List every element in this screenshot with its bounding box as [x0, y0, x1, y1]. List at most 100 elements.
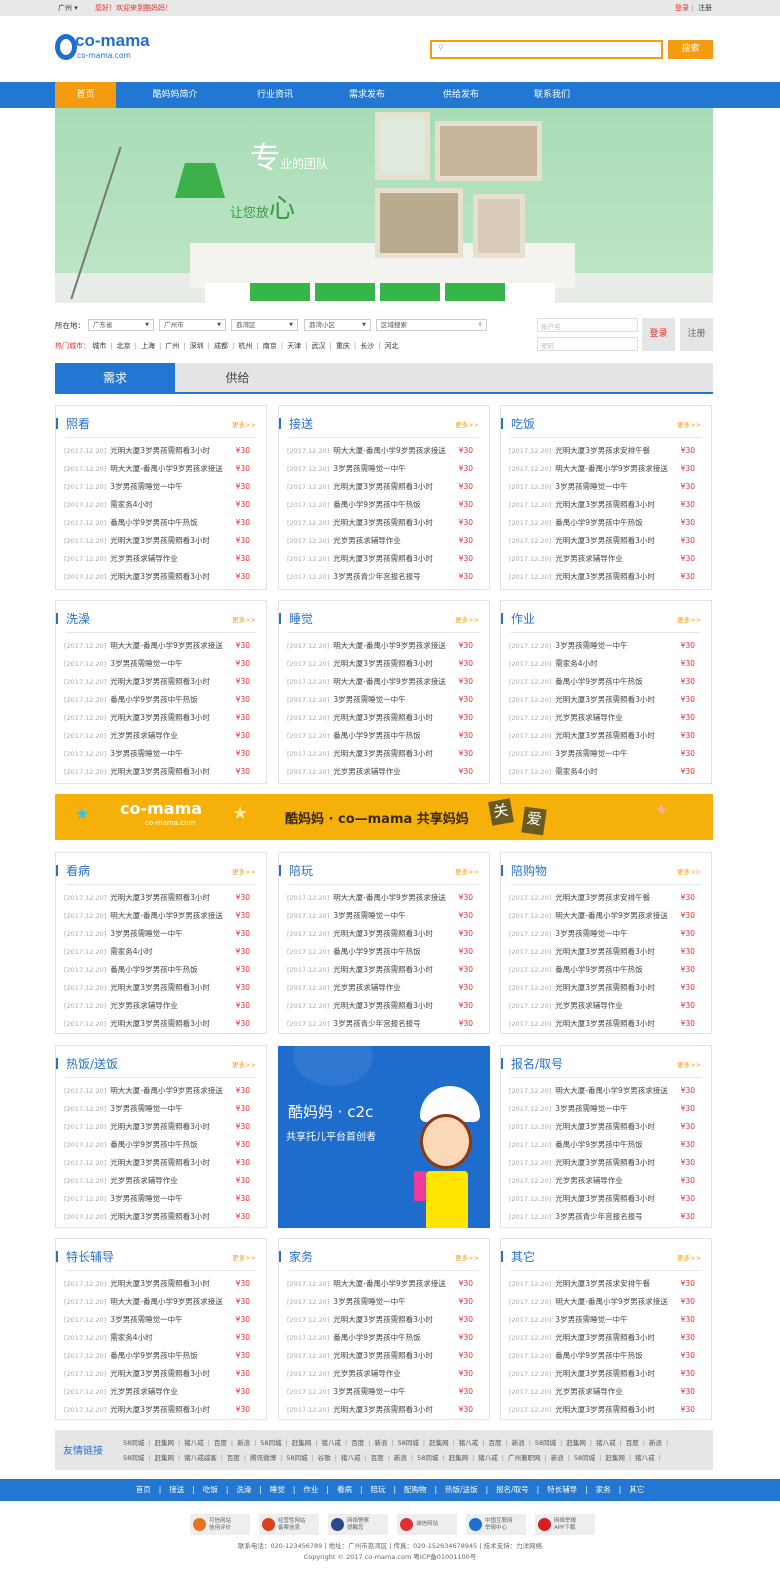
list-item[interactable]: [2017.12.20] 番禺小学9岁男孩中午热饭 ¥30: [509, 1347, 703, 1365]
item-title[interactable]: 3岁男孩需睡觉一中午: [555, 929, 628, 938]
item-title[interactable]: 明大大厦-番禺小学9岁男孩求接送: [333, 1279, 446, 1288]
item-title[interactable]: 光明大厦3岁男孩需照看3小时: [555, 695, 655, 704]
search-icon[interactable]: ⚲: [478, 322, 482, 328]
list-item[interactable]: [2017.12.20] 光明大厦3岁男孩需照看3小时 ¥30: [64, 1365, 258, 1383]
panel-title[interactable]: 作业: [511, 612, 536, 626]
district-select[interactable]: 荔湾区 ▼: [231, 319, 298, 331]
item-title[interactable]: 光明大厦3岁男孩需照看3小时: [555, 983, 655, 992]
nav-demand-publish[interactable]: 需求发布: [348, 90, 385, 100]
item-title[interactable]: 光岁男孩求辅导作业: [110, 1387, 178, 1396]
item-title[interactable]: 光岁男孩求辅导作业: [333, 536, 401, 545]
list-item[interactable]: [2017.12.20] 番禺小学9岁男孩中午热饭 ¥30: [509, 514, 703, 532]
list-item[interactable]: [2017.12.20] 明大大厦-番禺小学9岁男孩求接送 ¥30: [509, 460, 703, 478]
item-title[interactable]: 光明大厦3岁男孩需照看3小时: [110, 1212, 210, 1221]
item-title[interactable]: 明大大厦-番禺小学9岁男孩求接送: [333, 641, 446, 650]
item-title[interactable]: 3岁男孩需睡觉一中午: [555, 1104, 628, 1113]
nav-about[interactable]: 酷妈妈简介: [152, 90, 198, 100]
list-item[interactable]: [2017.12.20] 番禺小学9岁男孩中午热饭 ¥30: [64, 1136, 258, 1154]
list-item[interactable]: [2017.12.20] 番禺小学9岁男孩中午热饭 ¥30: [64, 961, 258, 979]
panel-title[interactable]: 其它: [511, 1250, 536, 1264]
footer-nav-link[interactable]: 作业: [303, 1485, 319, 1494]
item-title[interactable]: 3岁男孩青少年宫报名报号: [333, 1019, 421, 1028]
friend-link[interactable]: 百度: [351, 1439, 365, 1447]
footer-nav-link[interactable]: 报名/取号: [496, 1485, 529, 1494]
panel-title[interactable]: 睡觉: [289, 612, 314, 626]
item-title[interactable]: 光明大厦3岁男孩需照看3小时: [110, 713, 210, 722]
panel-title[interactable]: 特长辅导: [66, 1250, 115, 1264]
friend-link[interactable]: 百度: [370, 1454, 384, 1462]
hot-city-link[interactable]: 成都: [214, 342, 229, 350]
list-item[interactable]: [2017.12.20] 光明大厦3岁男孩需照看3小时 ¥30: [509, 1401, 703, 1419]
list-item[interactable]: [2017.12.20] 3岁男孩需睡觉一中午 ¥30: [64, 655, 258, 673]
list-item[interactable]: [2017.12.20] 3岁男孩需睡觉一中午 ¥30: [287, 1383, 481, 1401]
list-item[interactable]: [2017.12.20] 光明大厦3岁男孩需照看3小时 ¥30: [509, 691, 703, 709]
item-title[interactable]: 3岁男孩需睡觉一中午: [333, 695, 406, 704]
list-item[interactable]: [2017.12.20] 番禺小学9岁男孩中午热饭 ¥30: [509, 1136, 703, 1154]
list-item[interactable]: [2017.12.20] 光明大厦3岁男孩需照看3小时 ¥30: [287, 478, 481, 496]
promo-image[interactable]: 酷妈妈 · c2c 共享托儿平台首创者: [278, 1046, 490, 1228]
item-title[interactable]: 光明大厦3岁男孩需照看3小时: [333, 482, 433, 491]
friend-link[interactable]: 猪八戒: [184, 1439, 204, 1447]
item-title[interactable]: 光明大厦3岁男孩需照看3小时: [110, 1369, 210, 1378]
friend-link[interactable]: 赶集网: [605, 1454, 625, 1462]
list-item[interactable]: [2017.12.20] 3岁男孩需睡觉一中午 ¥30: [64, 1100, 258, 1118]
item-title[interactable]: 光明大厦3岁男孩需照看3小时: [110, 1122, 210, 1131]
cert-badge[interactable]: 可信网站 信用评价: [190, 1514, 250, 1535]
item-title[interactable]: 光明大厦3岁男孩需照看3小时: [555, 947, 655, 956]
area-search-input[interactable]: 区域搜索 ⚲: [376, 319, 487, 331]
list-item[interactable]: [2017.12.20] 光岁男孩求辅导作业 ¥30: [509, 1172, 703, 1190]
more-link[interactable]: 更多>>: [455, 616, 479, 624]
list-item[interactable]: [2017.12.20] 光明大厦3岁男孩需照看3小时 ¥30: [287, 1401, 481, 1419]
item-title[interactable]: 3岁男孩需睡觉一中午: [110, 1194, 183, 1203]
item-title[interactable]: 番禺小学9岁男孩中午热饭: [110, 965, 198, 974]
list-item[interactable]: [2017.12.20] 3岁男孩需睡觉一中午 ¥30: [287, 1293, 481, 1311]
friend-link[interactable]: 赶集网: [154, 1439, 174, 1447]
item-title[interactable]: 光明大厦3岁男孩需照看3小时: [110, 893, 210, 902]
item-title[interactable]: 光岁男孩求辅导作业: [333, 767, 401, 776]
friend-link[interactable]: 新浪: [511, 1439, 525, 1447]
list-item[interactable]: [2017.12.20] 番禺小学9岁男孩中午热饭 ¥30: [509, 673, 703, 691]
more-link[interactable]: 更多>>: [677, 616, 701, 624]
panel-title[interactable]: 吃饭: [511, 417, 536, 431]
item-title[interactable]: 明大大厦-番禺小学9岁男孩求接送: [110, 1086, 223, 1095]
hot-city-link[interactable]: 深圳: [189, 342, 204, 350]
item-title[interactable]: 光明大厦3岁男孩求安排午餐: [555, 893, 651, 902]
list-item[interactable]: [2017.12.20] 光明大厦3岁男孩求安排午餐 ¥30: [509, 889, 703, 907]
list-item[interactable]: [2017.12.20] 光明大厦3岁男孩需照看3小时 ¥30: [64, 1154, 258, 1172]
item-title[interactable]: 光明大厦3岁男孩需照看3小时: [110, 767, 210, 776]
item-title[interactable]: 光明大厦3岁男孩需照看3小时: [555, 1158, 655, 1167]
list-item[interactable]: [2017.12.20] 光明大厦3岁男孩需照看3小时 ¥30: [287, 745, 481, 763]
item-title[interactable]: 光明大厦3岁男孩需照看3小时: [555, 1122, 655, 1131]
item-title[interactable]: 番禺小学9岁男孩中午热饭: [333, 1333, 421, 1342]
list-item[interactable]: [2017.12.20] 番禺小学9岁男孩中午热饭 ¥30: [64, 691, 258, 709]
more-link[interactable]: 更多>>: [455, 868, 479, 876]
item-title[interactable]: 光明大厦3岁男孩需照看3小时: [333, 713, 433, 722]
item-title[interactable]: 光岁男孩求辅导作业: [110, 554, 178, 563]
item-title[interactable]: 明大大厦-番禺小学9岁男孩求接送: [333, 893, 446, 902]
list-item[interactable]: [2017.12.20] 3岁男孩青少年宫报名报号 ¥30: [287, 568, 481, 586]
hot-city-link[interactable]: 广州: [165, 342, 180, 350]
list-item[interactable]: [2017.12.20] 光明大厦3岁男孩需照看3小时 ¥30: [64, 1401, 258, 1419]
footer-nav-link[interactable]: 首页: [135, 1485, 151, 1494]
more-link[interactable]: 更多>>: [232, 868, 256, 876]
item-title[interactable]: 需家务4小时: [110, 947, 153, 956]
item-title[interactable]: 番禺小学9岁男孩中午热饭: [110, 518, 198, 527]
list-item[interactable]: [2017.12.20] 光明大厦3岁男孩需照看3小时 ¥30: [64, 763, 258, 781]
friend-link[interactable]: 新浪: [237, 1439, 251, 1447]
list-item[interactable]: [2017.12.20] 光岁男孩求辅导作业 ¥30: [64, 1383, 258, 1401]
friend-link[interactable]: 猪八戒: [340, 1454, 361, 1462]
nav-supply-publish[interactable]: 供给发布: [442, 90, 479, 100]
list-item[interactable]: [2017.12.20] 需家务4小时 ¥30: [64, 496, 258, 514]
panel-title[interactable]: 接送: [289, 417, 314, 431]
item-title[interactable]: 明大大厦-番禺小学9岁男孩求接送: [555, 1297, 668, 1306]
tab-demand[interactable]: 需求: [55, 363, 175, 394]
list-item[interactable]: [2017.12.20] 光明大厦3岁男孩需照看3小时 ¥30: [287, 925, 481, 943]
community-select[interactable]: 荔湾小区 ▼: [304, 319, 371, 331]
friend-link[interactable]: 猪八戒: [596, 1439, 616, 1447]
friend-link[interactable]: 58同城: [534, 1439, 557, 1447]
item-title[interactable]: 明大大厦-番禺小学9岁男孩求接送: [333, 677, 446, 686]
item-title[interactable]: 光明大厦3岁男孩需照看3小时: [110, 1405, 210, 1414]
list-item[interactable]: [2017.12.20] 3岁男孩需睡觉一中午 ¥30: [64, 478, 258, 496]
item-title[interactable]: 光明大厦3岁男孩需照看3小时: [110, 1019, 210, 1028]
item-title[interactable]: 光明大厦3岁男孩求安排午餐: [555, 1279, 651, 1288]
